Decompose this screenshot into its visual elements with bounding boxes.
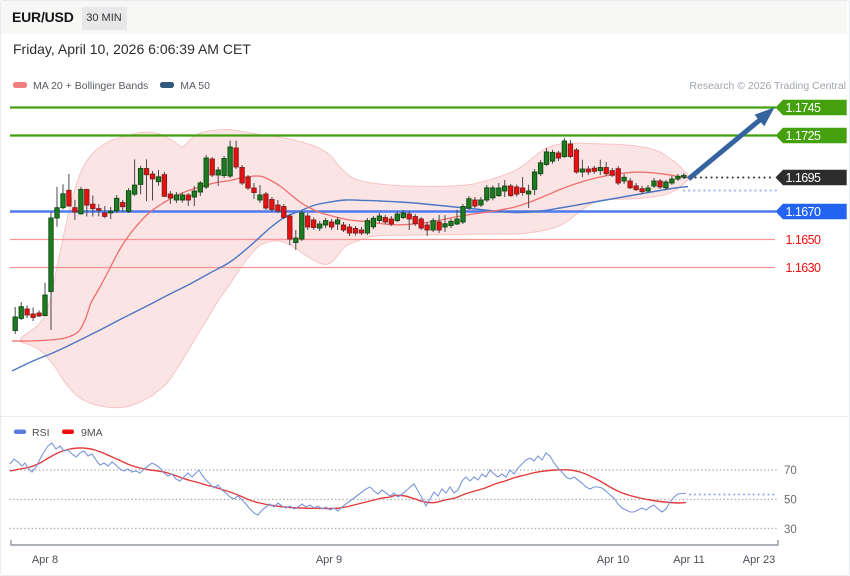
svg-text:RSI: RSI	[32, 427, 50, 439]
svg-text:1.1650: 1.1650	[786, 233, 822, 247]
svg-text:1.1695: 1.1695	[786, 171, 822, 185]
svg-text:Apr 23: Apr 23	[743, 554, 775, 566]
svg-text:Apr 8: Apr 8	[32, 554, 58, 566]
svg-text:1.1630: 1.1630	[786, 261, 822, 275]
svg-text:50: 50	[784, 495, 797, 507]
svg-text:Apr 11: Apr 11	[673, 554, 705, 566]
svg-text:Apr 10: Apr 10	[597, 554, 629, 566]
svg-text:1.1670: 1.1670	[786, 205, 822, 219]
svg-text:30: 30	[784, 524, 797, 536]
svg-text:1.1745: 1.1745	[786, 101, 822, 115]
svg-text:Apr 9: Apr 9	[316, 554, 342, 566]
svg-text:9MA: 9MA	[81, 427, 103, 439]
svg-text:1.1725: 1.1725	[786, 129, 822, 143]
svg-text:70: 70	[784, 465, 797, 477]
